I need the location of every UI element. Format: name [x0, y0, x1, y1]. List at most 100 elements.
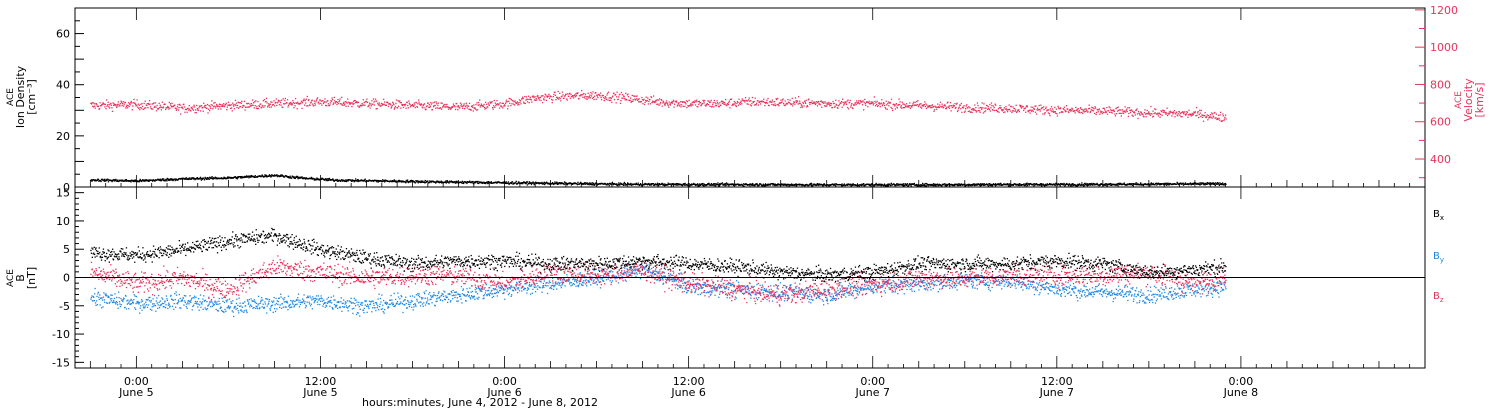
density-point: [880, 185, 882, 187]
by-point: [156, 302, 158, 304]
density-point: [190, 178, 192, 180]
velocity-point: [260, 103, 262, 105]
velocity-point: [449, 107, 451, 109]
by-point: [135, 302, 137, 305]
velocity-point: [961, 111, 963, 113]
density-point: [402, 180, 405, 182]
density-point: [133, 179, 135, 182]
velocity-point: [846, 100, 848, 102]
velocity-point: [238, 107, 240, 109]
density-point: [596, 184, 598, 186]
velocity-point: [145, 107, 147, 109]
density-point: [557, 183, 559, 185]
density-point: [1057, 183, 1059, 185]
velocity-point: [480, 103, 482, 105]
density-point: [869, 184, 871, 186]
density-point: [282, 175, 284, 177]
velocity-point: [1201, 116, 1204, 118]
density-point: [118, 180, 120, 183]
velocity-point: [226, 109, 228, 111]
density-point: [240, 177, 243, 179]
velocity-point: [391, 104, 393, 107]
velocity-point: [1069, 108, 1071, 111]
velocity-point: [174, 104, 176, 106]
velocity-point: [290, 103, 292, 105]
density-point: [555, 183, 557, 185]
velocity-point: [928, 105, 930, 108]
density-point: [584, 183, 586, 185]
velocity-point: [123, 105, 125, 107]
density-point: [817, 183, 819, 185]
velocity-point: [442, 106, 444, 108]
velocity-point: [776, 98, 778, 101]
density-point: [930, 183, 932, 186]
density-point: [1049, 183, 1051, 185]
density-point: [1093, 183, 1095, 185]
by-point: [108, 302, 110, 304]
density-point: [987, 185, 990, 187]
velocity-point: [101, 104, 103, 106]
density-point: [683, 184, 685, 186]
velocity-point: [240, 102, 242, 104]
velocity-point: [850, 106, 852, 108]
velocity-point: [234, 99, 237, 101]
density-point: [593, 184, 595, 186]
velocity-point: [425, 108, 427, 111]
velocity-point: [696, 99, 698, 101]
velocity-point: [1208, 116, 1211, 118]
density-point: [1139, 184, 1141, 186]
density-tick-label: 60: [56, 28, 70, 41]
velocity-point: [514, 104, 516, 106]
by-point: [119, 303, 121, 305]
density-point: [798, 183, 800, 185]
velocity-point: [380, 102, 383, 105]
density-point: [1098, 184, 1100, 187]
density-point: [715, 184, 717, 186]
density-point: [890, 182, 892, 184]
velocity-point: [619, 93, 621, 95]
density-point: [959, 183, 961, 186]
velocity-point: [288, 103, 290, 105]
density-point: [678, 184, 680, 186]
velocity-point: [631, 100, 633, 103]
density-point: [1184, 183, 1186, 185]
by-point: [102, 306, 104, 308]
velocity-point: [655, 99, 657, 101]
velocity-point: [402, 106, 405, 109]
velocity-point: [657, 103, 659, 105]
velocity-point: [418, 101, 420, 103]
density-point: [861, 184, 863, 187]
density-point: [862, 184, 864, 186]
velocity-point: [852, 107, 854, 109]
velocity-point: [895, 103, 897, 105]
by-point: [183, 295, 186, 297]
density-point: [447, 180, 449, 183]
velocity-point: [290, 101, 292, 104]
density-point: [818, 183, 821, 185]
velocity-point: [496, 103, 499, 105]
by-point: [155, 300, 157, 302]
density-point: [1075, 185, 1077, 187]
density-point: [698, 185, 700, 187]
density-point: [446, 180, 448, 182]
velocity-point: [102, 102, 104, 104]
velocity-point: [1008, 104, 1010, 106]
velocity-point: [746, 103, 748, 105]
density-point: [1009, 185, 1011, 187]
velocity-point: [1198, 116, 1200, 119]
velocity-point: [232, 104, 234, 106]
velocity-point: [326, 105, 328, 107]
velocity-point: [720, 104, 722, 107]
velocity-point: [620, 91, 623, 94]
density-point: [968, 183, 971, 186]
velocity-point: [662, 100, 664, 102]
density-point: [556, 181, 558, 183]
velocity-point: [269, 106, 271, 108]
density-point: [713, 183, 715, 185]
velocity-point: [110, 104, 112, 106]
density-point: [1018, 184, 1020, 187]
velocity-point: [642, 103, 644, 105]
density-point: [363, 180, 365, 182]
density-point: [434, 181, 436, 183]
density-point: [331, 179, 333, 181]
